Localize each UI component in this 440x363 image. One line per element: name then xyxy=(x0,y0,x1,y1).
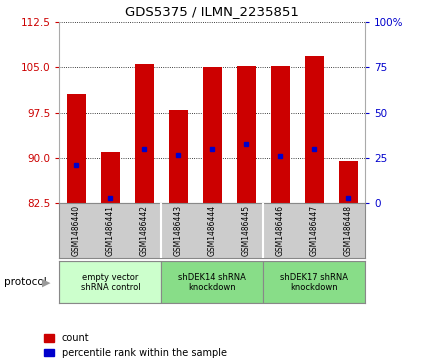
Text: GSM1486445: GSM1486445 xyxy=(242,205,251,256)
Bar xyxy=(169,110,188,203)
Text: GSM1486444: GSM1486444 xyxy=(208,205,217,256)
Text: shDEK14 shRNA
knockdown: shDEK14 shRNA knockdown xyxy=(178,273,246,292)
Legend: count, percentile rank within the sample: count, percentile rank within the sample xyxy=(44,333,227,358)
Bar xyxy=(59,261,161,303)
Text: GSM1486443: GSM1486443 xyxy=(174,205,183,256)
Bar xyxy=(237,66,256,203)
Bar xyxy=(67,94,86,203)
Text: shDEK17 shRNA
knockdown: shDEK17 shRNA knockdown xyxy=(280,273,348,292)
Bar xyxy=(161,261,263,303)
Text: empty vector
shRNA control: empty vector shRNA control xyxy=(81,273,140,292)
Text: ▶: ▶ xyxy=(42,277,51,287)
Bar xyxy=(339,161,358,203)
Bar xyxy=(305,56,323,203)
Bar xyxy=(101,152,120,203)
Bar xyxy=(263,261,365,303)
Text: GSM1486441: GSM1486441 xyxy=(106,205,115,256)
Text: GSM1486447: GSM1486447 xyxy=(310,205,319,256)
Bar xyxy=(135,64,154,203)
Text: protocol: protocol xyxy=(4,277,47,287)
Bar xyxy=(271,66,290,203)
Text: GSM1486442: GSM1486442 xyxy=(140,205,149,256)
Text: GSM1486446: GSM1486446 xyxy=(276,205,285,256)
Bar xyxy=(203,67,222,203)
Title: GDS5375 / ILMN_2235851: GDS5375 / ILMN_2235851 xyxy=(125,5,299,18)
Text: GSM1486448: GSM1486448 xyxy=(344,205,353,256)
Text: GSM1486440: GSM1486440 xyxy=(72,205,81,256)
